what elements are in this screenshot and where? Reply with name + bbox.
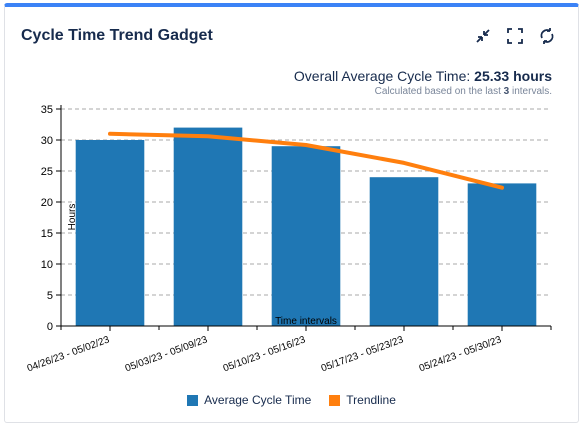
y-tick-label: 25 <box>41 166 53 178</box>
summary-sub-count: 3 <box>503 86 510 97</box>
trendline <box>108 131 504 190</box>
summary-sub-suffix: intervals. <box>511 86 552 97</box>
fullscreen-icon[interactable] <box>504 25 526 47</box>
gadget-header: Cycle Time Trend Gadget <box>21 25 562 51</box>
summary-sub: Calculated based on the last 3 intervals… <box>294 86 552 97</box>
bar <box>173 127 243 326</box>
legend-label-trendline: Trendline <box>346 393 396 407</box>
legend-swatch-average <box>187 394 199 406</box>
x-tick-label: 05/03/23 - 05/09/23 <box>124 334 210 374</box>
x-axis-label: Time intervals <box>275 316 337 327</box>
y-tick-label: 20 <box>41 197 53 209</box>
summary-sub-prefix: Calculated based on the last <box>374 86 501 97</box>
x-tick-label: 05/10/23 - 05/16/23 <box>222 334 308 374</box>
legend-item-trendline[interactable]: Trendline <box>329 393 396 407</box>
bar <box>467 183 537 326</box>
summary: Overall Average Cycle Time: 25.33 hours … <box>294 68 552 97</box>
bar <box>271 146 341 326</box>
legend-swatch-trendline <box>329 394 341 406</box>
legend-label-average: Average Cycle Time <box>204 393 312 407</box>
legend-item-average[interactable]: Average Cycle Time <box>187 393 311 407</box>
x-tick-label: 04/26/23 - 05/02/23 <box>26 334 112 374</box>
y-tick-label: 5 <box>47 290 53 302</box>
x-tick-label: 05/24/23 - 05/30/23 <box>418 334 504 374</box>
chart: 0 5 10 15 20 25 30 35 04/26/23 - 05/02/23 05/03/2… <box>26 104 552 374</box>
refresh-icon[interactable] <box>536 25 558 47</box>
summary-main: Overall Average Cycle Time: 25.33 hours <box>294 68 552 84</box>
x-tick-label: 05/17/23 - 05/23/23 <box>320 334 406 374</box>
bar <box>75 140 145 326</box>
y-tick-label: 10 <box>41 259 53 271</box>
y-tick-label: 15 <box>41 228 53 240</box>
gadget-panel: Cycle Time Trend Gadget Overall Average … <box>4 3 579 423</box>
y-tick-label: 30 <box>41 135 53 147</box>
y-tick-label: 35 <box>41 104 53 116</box>
collapse-icon[interactable] <box>472 25 494 47</box>
gadget-title: Cycle Time Trend Gadget <box>21 27 213 44</box>
bar <box>369 177 439 326</box>
summary-label: Overall Average Cycle Time: <box>293 68 471 84</box>
legend: Average Cycle Time Trendline <box>5 393 578 407</box>
y-tick-label: 0 <box>47 321 53 333</box>
y-axis-label: Hours <box>67 204 78 231</box>
header-icons <box>472 25 558 47</box>
summary-value: 25.33 hours <box>474 68 552 84</box>
